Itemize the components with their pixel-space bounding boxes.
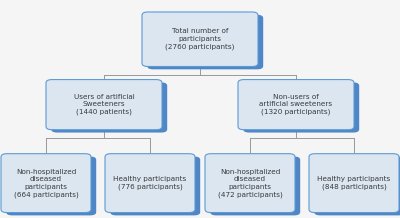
FancyBboxPatch shape [238, 80, 354, 130]
FancyBboxPatch shape [205, 154, 295, 213]
Text: Non-hospitalized
diseased
participants
(664 participants): Non-hospitalized diseased participants (… [14, 169, 78, 198]
Text: Healthy participants
(776 participants): Healthy participants (776 participants) [113, 176, 187, 190]
Text: Non-hospitalized
diseased
participants
(472 participants): Non-hospitalized diseased participants (… [218, 169, 282, 198]
FancyBboxPatch shape [243, 82, 359, 133]
FancyBboxPatch shape [309, 154, 399, 213]
FancyBboxPatch shape [147, 15, 263, 69]
Text: Healthy participants
(848 participants): Healthy participants (848 participants) [317, 176, 391, 190]
FancyBboxPatch shape [210, 157, 300, 215]
FancyBboxPatch shape [314, 157, 400, 215]
Text: Total number of
participants
(2760 participants): Total number of participants (2760 parti… [165, 29, 235, 50]
Text: Users of artificial
Sweeteners
(1440 patients): Users of artificial Sweeteners (1440 pat… [74, 94, 134, 115]
FancyBboxPatch shape [46, 80, 162, 130]
FancyBboxPatch shape [6, 157, 96, 215]
FancyBboxPatch shape [110, 157, 200, 215]
Text: Non-users of
artificial sweeteners
(1320 participants): Non-users of artificial sweeteners (1320… [260, 94, 332, 115]
FancyBboxPatch shape [1, 154, 91, 213]
FancyBboxPatch shape [142, 12, 258, 66]
FancyBboxPatch shape [51, 82, 167, 133]
FancyBboxPatch shape [105, 154, 195, 213]
